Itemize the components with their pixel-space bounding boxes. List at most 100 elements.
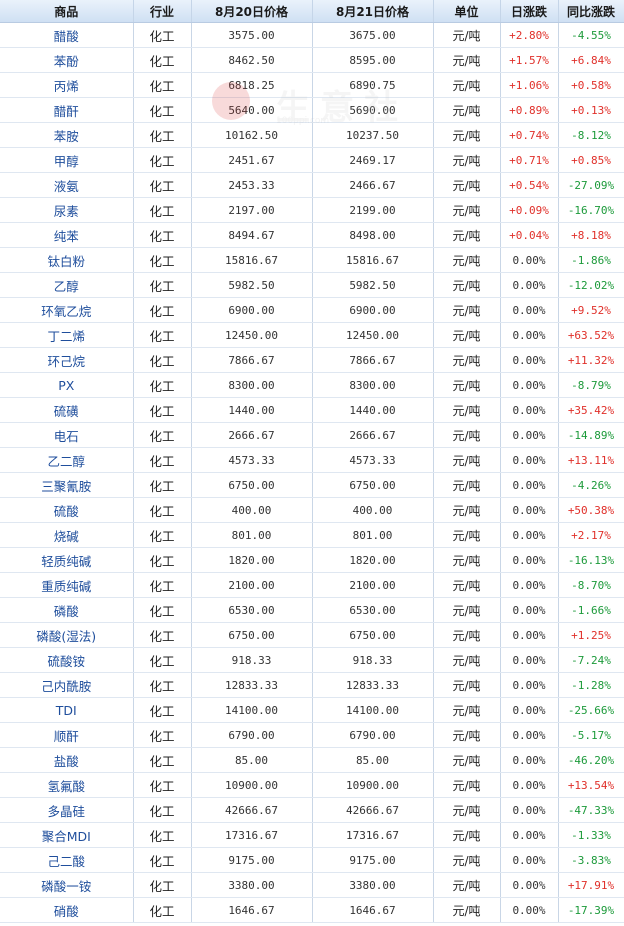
commodity-name-link[interactable]: 轻质纯碱 [0, 547, 134, 573]
commodity-name-link[interactable]: 电石 [0, 422, 134, 448]
industry-cell: 化工 [133, 722, 192, 748]
industry-cell: 化工 [133, 297, 192, 323]
commodity-name-link[interactable]: 顺酐 [0, 722, 134, 748]
table-row: 己二酸 化工 9175.00 9175.00 元/吨 0.00% -3.83% [0, 847, 624, 873]
header-unit[interactable]: 单位 [433, 0, 501, 23]
commodity-name-link[interactable]: 三聚氰胺 [0, 472, 134, 498]
daily-change-cell: 0.00% [500, 272, 559, 298]
commodity-name-link[interactable]: 硝酸 [0, 897, 134, 923]
price-aug21-cell: 2466.67 [312, 172, 434, 198]
industry-cell: 化工 [133, 847, 192, 873]
price-aug21-cell: 400.00 [312, 497, 434, 523]
commodity-name-link[interactable]: 甲醇 [0, 147, 134, 173]
industry-cell: 化工 [133, 322, 192, 348]
commodity-name-link[interactable]: 硫酸 [0, 497, 134, 523]
commodity-name-link[interactable]: 烧碱 [0, 522, 134, 548]
unit-cell: 元/吨 [433, 422, 501, 448]
commodity-name-link[interactable]: 磷酸 [0, 597, 134, 623]
daily-change-cell: 0.00% [500, 297, 559, 323]
price-aug20-cell: 14100.00 [191, 697, 313, 723]
price-aug20-cell: 7866.67 [191, 347, 313, 373]
price-aug21-cell: 8498.00 [312, 222, 434, 248]
daily-change-cell: +2.80% [500, 22, 559, 48]
commodity-name-link[interactable]: 硫酸铵 [0, 647, 134, 673]
unit-cell: 元/吨 [433, 797, 501, 823]
commodity-name-link[interactable]: 己二酸 [0, 847, 134, 873]
header-daily-change[interactable]: 日涨跌 [500, 0, 559, 23]
unit-cell: 元/吨 [433, 347, 501, 373]
price-aug21-cell: 14100.00 [312, 697, 434, 723]
industry-cell: 化工 [133, 697, 192, 723]
yoy-change-cell: -16.70% [558, 197, 624, 223]
header-commodity[interactable]: 商品 [0, 0, 134, 23]
table-row: 电石 化工 2666.67 2666.67 元/吨 0.00% -14.89% [0, 422, 624, 448]
table-row: 磷酸(湿法) 化工 6750.00 6750.00 元/吨 0.00% +1.25% [0, 622, 624, 648]
commodity-name-link[interactable]: 氢氟酸 [0, 772, 134, 798]
commodity-name-link[interactable]: 多晶硅 [0, 797, 134, 823]
price-aug20-cell: 1820.00 [191, 547, 313, 573]
yoy-change-cell: -16.13% [558, 547, 624, 573]
commodity-name-link[interactable]: 环氧乙烷 [0, 297, 134, 323]
header-industry[interactable]: 行业 [133, 0, 192, 23]
price-aug20-cell: 918.33 [191, 647, 313, 673]
unit-cell: 元/吨 [433, 147, 501, 173]
price-aug21-cell: 12450.00 [312, 322, 434, 348]
daily-change-cell: 0.00% [500, 822, 559, 848]
unit-cell: 元/吨 [433, 172, 501, 198]
daily-change-cell: +0.04% [500, 222, 559, 248]
table-row: 液氨 化工 2453.33 2466.67 元/吨 +0.54% -27.09% [0, 172, 624, 198]
commodity-name-link[interactable]: 尿素 [0, 197, 134, 223]
yoy-change-cell: -7.24% [558, 647, 624, 673]
commodity-name-link[interactable]: 乙二醇 [0, 447, 134, 473]
price-aug21-cell: 6900.00 [312, 297, 434, 323]
table-row: TDI 化工 14100.00 14100.00 元/吨 0.00% -25.66% [0, 697, 624, 723]
daily-change-cell: 0.00% [500, 597, 559, 623]
commodity-name-link[interactable]: 钛白粉 [0, 247, 134, 273]
yoy-change-cell: -1.86% [558, 247, 624, 273]
table-row: 环氧乙烷 化工 6900.00 6900.00 元/吨 0.00% +9.52% [0, 297, 624, 323]
commodity-name-link[interactable]: 苯胺 [0, 122, 134, 148]
commodity-name-link[interactable]: 硫磺 [0, 397, 134, 423]
commodity-name-link[interactable]: 己内酰胺 [0, 672, 134, 698]
unit-cell: 元/吨 [433, 672, 501, 698]
commodity-name-link[interactable]: 重质纯碱 [0, 572, 134, 598]
yoy-change-cell: -4.55% [558, 22, 624, 48]
commodity-name-link[interactable]: 聚合MDI [0, 822, 134, 848]
price-aug20-cell: 2453.33 [191, 172, 313, 198]
header-yoy-change[interactable]: 同比涨跌 [558, 0, 624, 23]
commodity-name-link[interactable]: 丙烯 [0, 72, 134, 98]
unit-cell: 元/吨 [433, 372, 501, 398]
daily-change-cell: 0.00% [500, 747, 559, 773]
commodity-name-link[interactable]: PX [0, 372, 134, 398]
price-aug20-cell: 8300.00 [191, 372, 313, 398]
yoy-change-cell: +35.42% [558, 397, 624, 423]
commodity-name-link[interactable]: 盐酸 [0, 747, 134, 773]
commodity-name-link[interactable]: 液氨 [0, 172, 134, 198]
commodity-name-link[interactable]: 醋酸 [0, 22, 134, 48]
unit-cell: 元/吨 [433, 772, 501, 798]
commodity-name-link[interactable]: TDI [0, 697, 134, 723]
yoy-change-cell: -25.66% [558, 697, 624, 723]
commodity-name-link[interactable]: 苯酚 [0, 47, 134, 73]
commodity-name-link[interactable]: 纯苯 [0, 222, 134, 248]
yoy-change-cell: -5.17% [558, 722, 624, 748]
commodity-name-link[interactable]: 乙醇 [0, 272, 134, 298]
yoy-change-cell: +9.52% [558, 297, 624, 323]
price-aug21-cell: 10900.00 [312, 772, 434, 798]
price-aug20-cell: 2666.67 [191, 422, 313, 448]
commodity-name-link[interactable]: 丁二烯 [0, 322, 134, 348]
commodity-name-link[interactable]: 磷酸(湿法) [0, 622, 134, 648]
table-row: 丙烯 化工 6818.25 6890.75 元/吨 +1.06% +0.58% [0, 72, 624, 98]
header-price-aug21[interactable]: 8月21日价格 [312, 0, 434, 23]
price-aug20-cell: 6790.00 [191, 722, 313, 748]
price-aug21-cell: 2100.00 [312, 572, 434, 598]
header-price-aug20[interactable]: 8月20日价格 [191, 0, 313, 23]
price-aug21-cell: 5982.50 [312, 272, 434, 298]
commodity-name-link[interactable]: 醋酐 [0, 97, 134, 123]
commodity-name-link[interactable]: 磷酸一铵 [0, 872, 134, 898]
industry-cell: 化工 [133, 197, 192, 223]
commodity-name-link[interactable]: 环己烷 [0, 347, 134, 373]
daily-change-cell: 0.00% [500, 422, 559, 448]
price-aug20-cell: 9175.00 [191, 847, 313, 873]
yoy-change-cell: -8.79% [558, 372, 624, 398]
